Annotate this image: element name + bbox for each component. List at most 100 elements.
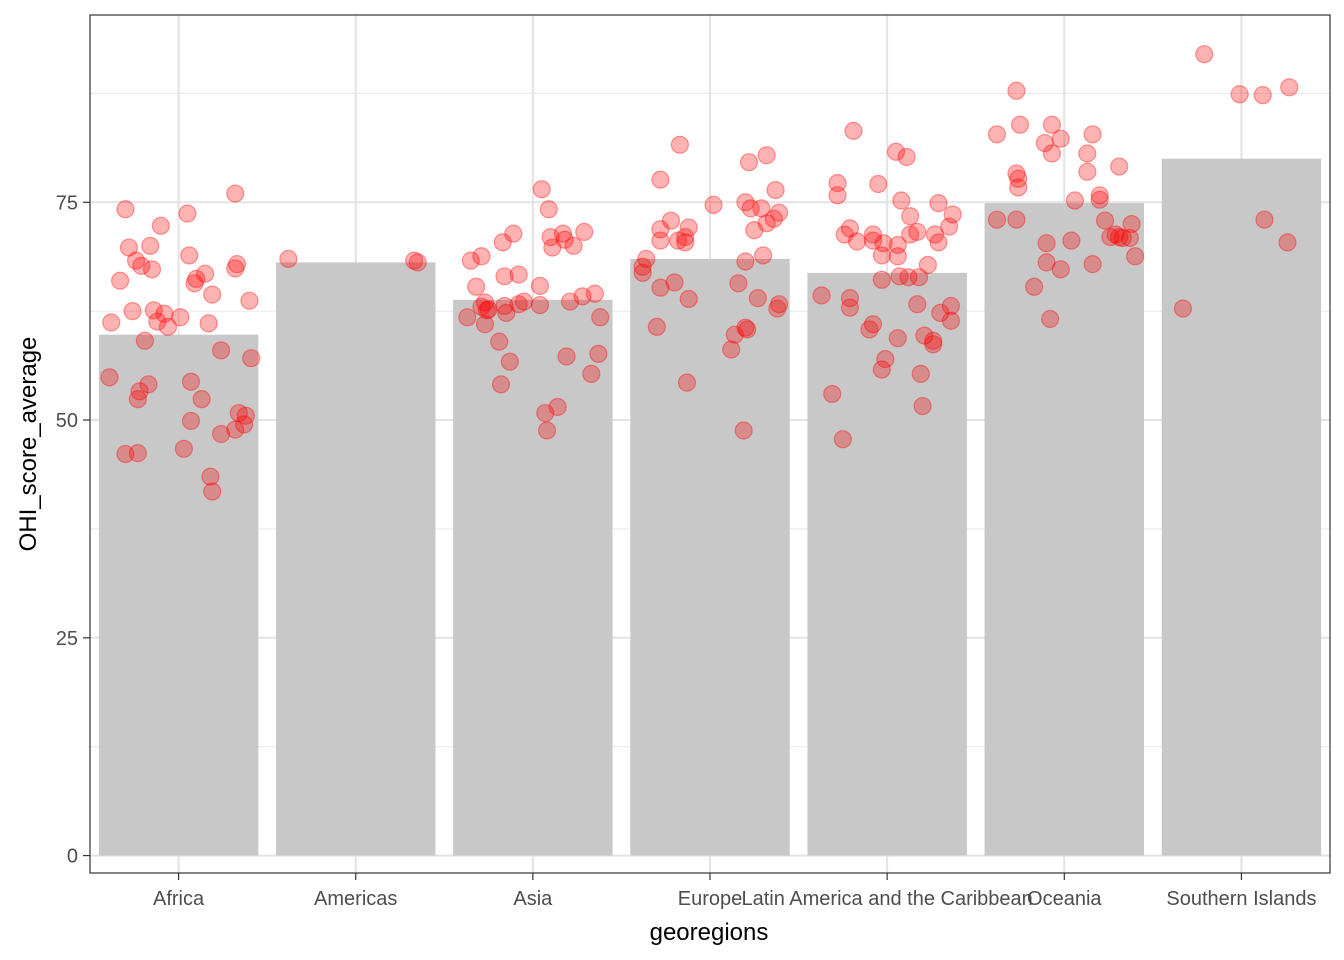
- data-point: [130, 382, 149, 401]
- data-point: [863, 231, 883, 250]
- data-point: [844, 121, 863, 140]
- data-point: [144, 301, 163, 320]
- data-point: [142, 260, 162, 279]
- data-point: [833, 430, 852, 449]
- data-point: [886, 142, 906, 161]
- data-point: [555, 230, 574, 249]
- data-point: [158, 317, 178, 336]
- data-point: [736, 252, 755, 271]
- data-point: [226, 259, 245, 278]
- data-point: [943, 205, 962, 224]
- data-point: [748, 288, 767, 308]
- data-point: [458, 308, 477, 327]
- data-point: [1065, 191, 1085, 210]
- data-point: [892, 191, 911, 210]
- points: [100, 45, 1299, 501]
- data-point: [725, 325, 744, 344]
- data-point: [123, 302, 142, 321]
- data-point: [560, 292, 580, 311]
- data-point: [180, 246, 199, 265]
- y-tick-label: 0: [67, 846, 78, 868]
- data-point: [1255, 210, 1274, 229]
- data-point: [722, 340, 741, 359]
- data-point: [911, 364, 930, 383]
- data-point: [908, 295, 927, 314]
- data-point: [174, 439, 193, 458]
- data-point: [240, 291, 259, 310]
- data-point: [987, 210, 1007, 229]
- data-point: [840, 219, 860, 238]
- data-point: [1007, 210, 1026, 229]
- data-point: [148, 312, 167, 331]
- x-tick-label: Americas: [314, 888, 397, 910]
- data-point: [863, 225, 883, 244]
- data-point: [704, 195, 723, 214]
- data-point: [768, 299, 787, 318]
- data-point: [924, 335, 943, 354]
- data-point: [908, 222, 927, 241]
- data-point: [1126, 247, 1145, 266]
- data-point: [1110, 157, 1129, 176]
- data-point: [1062, 231, 1081, 250]
- data-point: [151, 216, 170, 235]
- data-point: [1095, 211, 1115, 230]
- data-point: [745, 221, 764, 240]
- y-axis-title: OHI_score_average: [15, 337, 42, 552]
- data-point: [211, 424, 231, 444]
- data-point: [575, 222, 594, 241]
- data-point: [661, 211, 681, 230]
- x-axis-title: georegions: [650, 919, 769, 946]
- data-point: [539, 200, 558, 219]
- data-point: [196, 264, 215, 283]
- data-point: [909, 268, 929, 287]
- data-point: [769, 203, 789, 222]
- data-point: [890, 267, 909, 286]
- data-point: [679, 218, 698, 237]
- data-point: [203, 482, 222, 501]
- data-point: [495, 296, 514, 316]
- data-point: [514, 292, 534, 311]
- data-point: [1035, 133, 1054, 153]
- data-point: [557, 347, 576, 366]
- data-point: [828, 186, 847, 205]
- data-point: [497, 303, 516, 323]
- data-point: [840, 288, 860, 308]
- data-point: [869, 174, 888, 194]
- data-point: [670, 135, 689, 154]
- data-point: [899, 268, 918, 287]
- x-tick-label: Oceania: [1027, 888, 1102, 910]
- data-point: [475, 293, 495, 312]
- x-tick-label: Southern Islands: [1166, 888, 1316, 910]
- data-point: [192, 390, 211, 409]
- data-point: [860, 320, 879, 339]
- data-point: [589, 344, 608, 363]
- data-point: [532, 180, 551, 199]
- data-point: [1173, 299, 1193, 318]
- x-tick-label: Asia: [513, 888, 553, 910]
- data-point: [477, 301, 496, 320]
- data-point: [915, 326, 934, 345]
- bar-oceania: [984, 203, 1144, 856]
- data-point: [1090, 186, 1109, 205]
- data-point: [126, 251, 146, 270]
- data-point: [229, 403, 248, 423]
- data-point: [201, 467, 220, 486]
- data-point: [1009, 169, 1028, 188]
- data-point: [651, 231, 670, 250]
- data-point: [940, 217, 959, 236]
- data-point: [591, 308, 610, 327]
- data-point: [734, 421, 753, 440]
- data-point: [651, 278, 670, 297]
- data-point: [119, 238, 139, 257]
- data-point: [500, 352, 519, 371]
- data-point: [924, 331, 943, 350]
- data-point: [1025, 277, 1044, 296]
- data-point: [929, 194, 948, 213]
- data-point: [823, 384, 842, 404]
- data-point: [530, 295, 550, 315]
- data-point: [1278, 233, 1297, 252]
- x-tick-label: Europe: [678, 888, 743, 910]
- data-point: [472, 297, 491, 316]
- data-point: [901, 225, 920, 244]
